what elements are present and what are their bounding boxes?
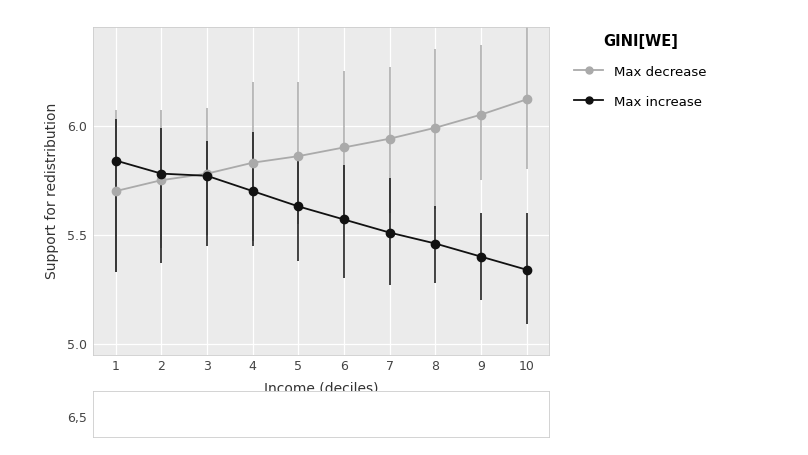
- Legend: Max decrease, Max increase: Max decrease, Max increase: [574, 34, 706, 109]
- Y-axis label: Support for redistribution: Support for redistribution: [45, 103, 59, 279]
- X-axis label: Income (deciles): Income (deciles): [264, 382, 378, 396]
